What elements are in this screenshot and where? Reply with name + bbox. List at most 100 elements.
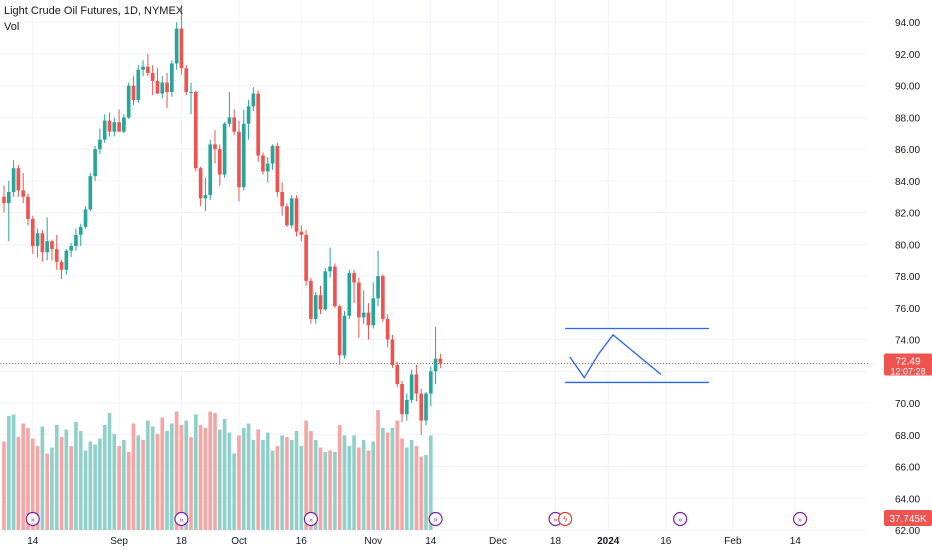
volume-bar bbox=[179, 425, 184, 530]
candle-body bbox=[50, 241, 54, 250]
candle-body bbox=[241, 123, 246, 188]
volume-bar bbox=[131, 423, 136, 530]
candle-body bbox=[16, 168, 21, 191]
candle-body bbox=[270, 145, 275, 164]
candle-body bbox=[102, 120, 107, 140]
volume-bar bbox=[155, 434, 160, 530]
volume-bar bbox=[2, 441, 6, 530]
candle-body bbox=[6, 192, 11, 204]
price-axis-label: 86.00 bbox=[895, 145, 920, 156]
volume-bar bbox=[98, 438, 102, 530]
event-icon[interactable]: » bbox=[174, 511, 189, 527]
event-icon-glyph: » bbox=[554, 517, 558, 524]
candle-body bbox=[40, 233, 45, 253]
price-axis-label: 62.00 bbox=[895, 526, 920, 537]
candle-body bbox=[352, 272, 356, 283]
flash-icon[interactable]: ϟ bbox=[557, 511, 573, 527]
candle-body bbox=[93, 149, 97, 177]
event-icon-glyph: » bbox=[678, 517, 682, 524]
volume-bar bbox=[64, 429, 69, 530]
candle-body bbox=[203, 195, 208, 199]
candle-body bbox=[21, 190, 26, 197]
candle-body bbox=[428, 371, 433, 394]
candle-body bbox=[246, 106, 251, 124]
candle-body bbox=[83, 209, 88, 227]
volume-bar bbox=[93, 444, 97, 530]
price-axis-label: 84.00 bbox=[895, 177, 920, 188]
volume-label: Vol bbox=[4, 21, 20, 33]
volume-bar bbox=[184, 420, 189, 530]
volume-bar bbox=[126, 452, 131, 530]
event-icon[interactable]: » bbox=[792, 511, 808, 527]
candle-body bbox=[390, 339, 395, 365]
volume-bar bbox=[165, 431, 169, 530]
volume-bar bbox=[50, 447, 54, 530]
candle-body bbox=[160, 82, 165, 94]
volume-bar bbox=[309, 431, 313, 530]
volume-bar bbox=[333, 452, 337, 530]
volume-bar bbox=[385, 432, 390, 530]
last-price-value: 72.49 bbox=[895, 357, 920, 368]
event-icon-glyph: » bbox=[31, 517, 35, 524]
volume-bar bbox=[313, 440, 318, 530]
volume-bar bbox=[371, 441, 376, 530]
candle-body bbox=[141, 66, 145, 70]
candle-body bbox=[165, 82, 169, 93]
volume-bar bbox=[265, 432, 270, 530]
candle-body bbox=[45, 241, 49, 253]
countdown-timer: 12:07:28 bbox=[890, 367, 925, 377]
candle-body bbox=[309, 280, 313, 319]
price-axis-label: 82.00 bbox=[895, 209, 920, 220]
volume-bar bbox=[419, 456, 424, 530]
time-axis-label: Dec bbox=[489, 536, 507, 547]
flash-icon-circle bbox=[557, 511, 573, 527]
volume-bar bbox=[194, 414, 198, 530]
volume-bar bbox=[256, 429, 260, 530]
candle-body bbox=[347, 272, 352, 316]
candle-body bbox=[376, 276, 380, 299]
price-axis-label: 94.00 bbox=[895, 18, 920, 29]
candle-body bbox=[419, 393, 424, 421]
projection-path bbox=[569, 333, 662, 379]
price-axis-label: 64.00 bbox=[895, 494, 920, 505]
volume-bar bbox=[88, 441, 93, 530]
event-icon[interactable]: » bbox=[428, 511, 443, 527]
volume-bar bbox=[289, 440, 294, 530]
volume-bar bbox=[318, 447, 323, 530]
time-axis-label: Feb bbox=[724, 536, 742, 547]
volume-bar bbox=[146, 420, 150, 530]
volume-bar bbox=[30, 438, 35, 530]
volume-bar bbox=[16, 437, 21, 530]
volume-bar bbox=[160, 417, 165, 530]
event-icon[interactable]: » bbox=[673, 511, 688, 527]
volume-bar bbox=[21, 423, 26, 530]
volume-bar bbox=[54, 425, 59, 530]
candle-body bbox=[198, 168, 203, 199]
volume-bar bbox=[45, 453, 49, 530]
candle-body bbox=[333, 266, 337, 307]
candle-body bbox=[342, 315, 347, 356]
candle-body bbox=[88, 176, 93, 210]
event-icon[interactable]: » bbox=[303, 511, 319, 527]
candle-body bbox=[122, 117, 126, 132]
time-axis-label: 16 bbox=[296, 536, 308, 547]
volume-bar bbox=[69, 446, 73, 530]
volume-bar bbox=[11, 414, 16, 530]
volume-bar bbox=[117, 446, 121, 530]
flash-icon-glyph: ϟ bbox=[562, 515, 567, 524]
candle-body bbox=[323, 271, 328, 310]
time-axis-label: Nov bbox=[364, 536, 382, 547]
volume-bar bbox=[357, 447, 361, 530]
volume-bar bbox=[237, 435, 241, 530]
candle-body bbox=[54, 249, 59, 262]
event-icon-glyph: » bbox=[434, 517, 438, 524]
time-axis-label: 14 bbox=[790, 536, 802, 547]
volume-bar bbox=[414, 446, 419, 530]
volume-bar bbox=[83, 450, 88, 530]
candle-body bbox=[261, 155, 265, 172]
candle-body bbox=[285, 206, 289, 226]
volume-bar bbox=[405, 447, 409, 530]
volume-bar bbox=[107, 413, 112, 530]
event-icon[interactable]: » bbox=[25, 511, 40, 527]
